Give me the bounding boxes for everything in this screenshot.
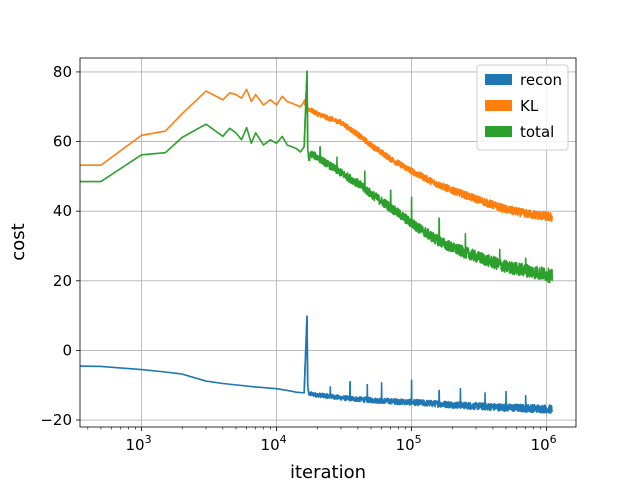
legend-label-KL: KL xyxy=(520,97,539,115)
y-tick-label: 80 xyxy=(53,63,72,81)
plot-series xyxy=(79,70,554,414)
y-tick-label: 0 xyxy=(62,341,72,359)
y-tick-label: 20 xyxy=(53,272,72,290)
plot-frame xyxy=(79,57,577,428)
series-line-KL xyxy=(80,88,553,222)
x-tick-label: 103 xyxy=(126,433,152,454)
x-tick-label: 105 xyxy=(396,433,422,454)
y-axis-label: cost xyxy=(8,223,29,260)
legend-swatch-recon xyxy=(485,74,512,85)
legend-swatch-total xyxy=(485,126,512,137)
series-line-total xyxy=(80,70,554,284)
legend: recon KL total xyxy=(476,64,569,151)
x-axis-label: iteration xyxy=(290,462,366,480)
axis-ticks: 80 60 40 20 0 −20 103 104 105 106 xyxy=(40,63,556,454)
grid xyxy=(80,58,576,427)
y-tick-label: 60 xyxy=(53,133,72,151)
y-tick-label: −20 xyxy=(40,411,72,429)
y-tick-label: 40 xyxy=(53,202,72,220)
x-tick-label: 104 xyxy=(261,433,287,454)
series-spike-total xyxy=(303,71,309,149)
x-tick-label: 106 xyxy=(531,433,557,454)
legend-label-total: total xyxy=(520,123,554,141)
series-spike-recon xyxy=(303,316,309,393)
legend-label-recon: recon xyxy=(520,71,562,89)
series-line-recon xyxy=(79,315,553,414)
legend-swatch-KL xyxy=(485,100,512,111)
